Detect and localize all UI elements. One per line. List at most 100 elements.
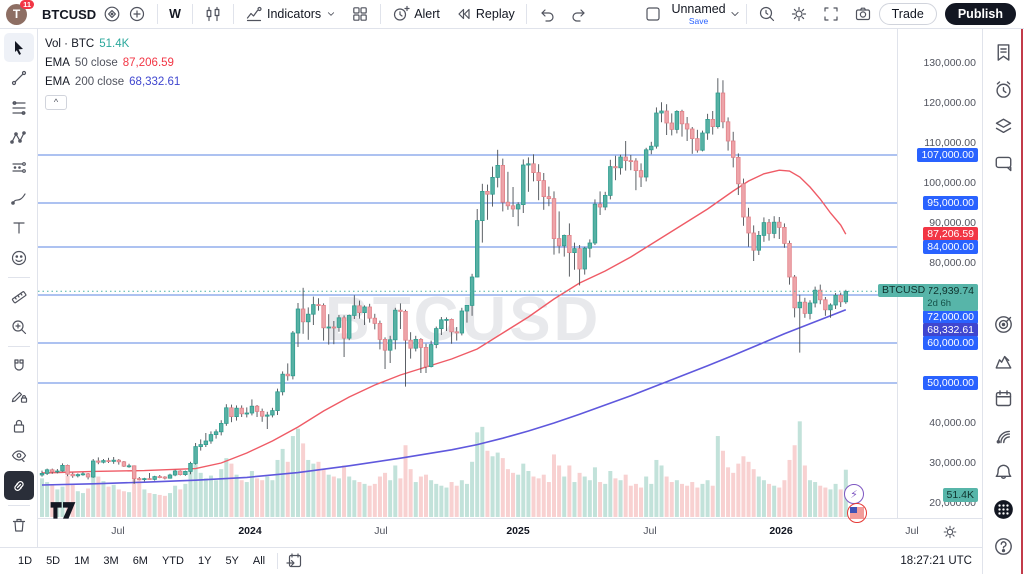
quick-search-button[interactable] — [751, 2, 783, 26]
price-tick: 40,000.00 — [929, 417, 976, 429]
divider — [157, 4, 159, 24]
sidebar-streams-button[interactable] — [989, 420, 1019, 450]
tool-zoom-in[interactable] — [4, 312, 34, 341]
legend-volume-row[interactable]: Vol · BTC 51.4K — [45, 35, 180, 54]
forecast-icon — [10, 159, 28, 177]
tool-fib-retracement[interactable] — [4, 93, 34, 122]
legend-ema50-row[interactable]: EMA 50 close 87,206.59 — [45, 54, 180, 73]
tool-drawing-mode-lock[interactable] — [4, 381, 34, 410]
sidebar-help-button[interactable] — [989, 531, 1019, 561]
cursor-icon — [10, 39, 28, 57]
legend-collapse-button[interactable]: ^ — [45, 95, 67, 110]
indicators-button[interactable]: Indicators — [238, 2, 344, 26]
publish-button[interactable]: Publish — [944, 3, 1016, 25]
alert-button[interactable]: Alert — [385, 2, 447, 26]
toolbar-divider — [7, 277, 30, 278]
tool-cursor[interactable] — [3, 33, 34, 62]
alerts-icon — [993, 79, 1014, 100]
user-avatar[interactable]: T 11 — [6, 0, 34, 25]
bar-countdown: 2d 6h — [927, 298, 952, 309]
sidebar-chats-button[interactable] — [989, 148, 1019, 178]
divider — [745, 4, 747, 24]
fib-retracement-icon — [10, 99, 28, 117]
tool-sync-drawings[interactable] — [3, 471, 34, 500]
magnet-icon — [10, 357, 28, 375]
indicators-label: Indicators — [266, 7, 322, 21]
save-layout-button[interactable] — [637, 2, 669, 26]
avatar-initial: T — [12, 7, 21, 21]
tool-ruler[interactable] — [4, 282, 34, 311]
price-level-tag: 51.4K — [942, 488, 978, 502]
price-level-tag: 60,000.00 — [923, 336, 978, 350]
save-link[interactable]: Save — [688, 15, 709, 26]
redo-icon — [570, 5, 588, 23]
tool-lock-all-drawings[interactable] — [4, 411, 34, 440]
replay-button[interactable]: Replay — [447, 2, 522, 26]
layout-name-block[interactable]: Unnamed Save — [671, 3, 725, 25]
range-1y-button[interactable]: 1Y — [197, 555, 212, 567]
range-5y-button[interactable]: 5Y — [225, 555, 239, 567]
us-flag-icon — [849, 505, 865, 521]
chart-pane[interactable]: BTCUSD Vol · BTC 51.4K EMA 50 close 87,2… — [38, 29, 982, 547]
ema200-value: 68,332.61 — [129, 76, 181, 88]
tool-remove-objects[interactable] — [4, 510, 34, 539]
interval-button[interactable]: W — [162, 2, 188, 26]
range-6m-button[interactable]: 6M — [132, 555, 148, 567]
tool-trend-line[interactable] — [4, 63, 34, 92]
indicator-templates-button[interactable] — [344, 2, 376, 26]
redo-button[interactable] — [563, 2, 595, 26]
event-lightning-badge[interactable]: ⚡ — [844, 484, 864, 504]
tool-forecast[interactable] — [4, 153, 34, 182]
axis-settings-icon[interactable] — [942, 524, 958, 540]
notifications-icon — [993, 462, 1014, 483]
settings-button[interactable] — [783, 2, 815, 26]
range-1d-button[interactable]: 1D — [18, 555, 33, 567]
range-all-button[interactable]: All — [252, 555, 266, 567]
sidebar-alerts-button[interactable] — [989, 74, 1019, 104]
symbol-detail-icon[interactable] — [103, 5, 121, 23]
remove-objects-icon — [10, 516, 28, 534]
event-flag-badge[interactable] — [847, 503, 867, 523]
tool-text[interactable] — [4, 213, 34, 242]
sidebar-watchlist-button[interactable] — [989, 37, 1019, 67]
tool-hide-drawings[interactable] — [4, 441, 34, 470]
compare-button[interactable] — [121, 2, 153, 26]
range-5d-button[interactable]: 5D — [46, 555, 61, 567]
sidebar-calendar-button[interactable] — [989, 383, 1019, 413]
tool-magnet[interactable] — [4, 351, 34, 380]
undo-button[interactable] — [531, 2, 563, 26]
time-tick: Jul — [643, 525, 657, 537]
range-ytd-button[interactable]: YTD — [161, 555, 184, 567]
snapshot-button[interactable] — [847, 2, 879, 26]
gear-icon — [790, 5, 808, 23]
layout-chevron-icon[interactable] — [728, 7, 742, 21]
undo-icon — [538, 5, 556, 23]
go-to-date-button[interactable] — [284, 551, 304, 571]
tool-brush[interactable] — [4, 183, 34, 212]
time-axis[interactable]: Jul 2024 Jul 2025 Jul 2026 Jul — [38, 518, 982, 547]
symbol-search-button[interactable]: BTCUSD — [35, 2, 103, 26]
clock-utc[interactable]: 18:27:21 UTC — [900, 555, 972, 567]
date-range-buttons: 1D 5D 1M 3M 6M YTD 1Y 5Y All — [12, 553, 271, 569]
sidebar-screener-button[interactable] — [989, 309, 1019, 339]
range-1m-button[interactable]: 1M — [74, 555, 90, 567]
screener-icon — [993, 314, 1014, 335]
topbar-right-cluster: Unnamed Save Trade Publish — [637, 2, 1018, 26]
price-chart-canvas[interactable] — [38, 29, 982, 518]
sidebar-object-tree-button[interactable] — [989, 111, 1019, 141]
fullscreen-button[interactable] — [815, 2, 847, 26]
trend-line-icon — [10, 69, 28, 87]
price-axis[interactable]: 130,000.00 120,000.00 110,000.00 100,000.00… — [897, 29, 982, 518]
tool-xabcd-pattern[interactable] — [4, 123, 34, 152]
xabcd-pattern-icon — [9, 129, 28, 147]
sidebar-notifications-button[interactable] — [989, 457, 1019, 487]
sidebar-ideas-button[interactable] — [989, 346, 1019, 376]
sidebar-apps-button[interactable] — [989, 494, 1019, 524]
chart-style-button[interactable] — [197, 2, 229, 26]
range-3m-button[interactable]: 3M — [103, 555, 119, 567]
trade-button[interactable]: Trade — [878, 3, 937, 25]
zoom-in-icon — [10, 318, 28, 336]
legend-ema200-row[interactable]: EMA 200 close 68,332.61 — [45, 73, 180, 92]
search-icon — [758, 5, 776, 23]
tool-emoji[interactable] — [4, 243, 34, 272]
